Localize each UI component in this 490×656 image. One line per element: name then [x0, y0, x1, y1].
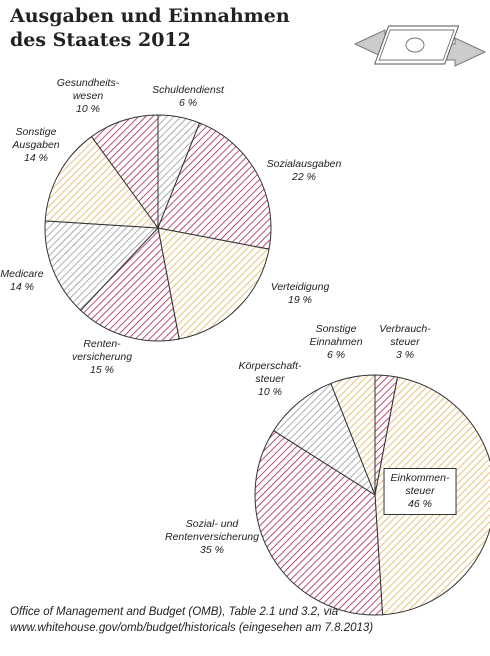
slice-label: Einkommen- steuer 46 %: [383, 468, 457, 515]
value-label: 14 %: [10, 281, 34, 293]
category-label: Sozialausgaben: [266, 158, 342, 170]
slice-label: Körperschaft- steuer 10 %: [238, 360, 301, 399]
pie: [254, 374, 490, 616]
value-label: 15 %: [90, 364, 114, 376]
pie-slice: [157, 122, 272, 250]
pie-slice: [272, 382, 377, 497]
value-label: 10 %: [76, 103, 100, 115]
money-icon: [353, 25, 487, 67]
slice-label: Medicare 14 %: [0, 268, 43, 294]
slice-label: Sozial- und Rentenversicherung 35 %: [165, 518, 259, 557]
pie-slice: [254, 430, 384, 616]
category-label: Körperschaft- steuer: [238, 360, 302, 385]
slice-label: Sozialausgaben 22 %: [267, 158, 342, 184]
slice-label: Verteidigung 19 %: [271, 281, 330, 307]
pie-slice: [90, 114, 159, 230]
value-label: 14 %: [24, 152, 48, 164]
slice-label: Gesundheits- wesen 10 %: [57, 77, 119, 116]
slice-label: Renten- versicherung 15 %: [72, 338, 132, 377]
pie-slice: [44, 220, 160, 312]
value-label: 6 %: [178, 97, 198, 109]
category-label: Verteidigung: [270, 281, 330, 293]
category-label: Sonstige Einnahmen: [309, 323, 363, 348]
category-label: Einkommen- steuer: [390, 472, 450, 497]
value-label: 22 %: [292, 171, 316, 183]
slice-label: Sonstige Einnahmen 6 %: [309, 323, 362, 362]
category-label: Gesundheits- wesen: [56, 77, 120, 102]
category-label: Schuldendienst: [152, 84, 224, 96]
pie: [44, 114, 272, 342]
slice-label: Verbrauch- steuer 3 %: [379, 323, 431, 362]
source-note: Office of Management and Budget (OMB), T…: [10, 606, 374, 634]
value-label: 3 %: [395, 349, 415, 361]
value-label: 10 %: [258, 386, 282, 398]
value-label: 35 %: [200, 544, 224, 556]
slice-label: Sonstige Ausgaben 14 %: [12, 126, 59, 165]
value-label: 6 %: [326, 349, 346, 361]
value-label: 19 %: [288, 294, 312, 306]
category-label: Medicare: [0, 268, 44, 280]
category-label: Verbrauch- steuer: [379, 323, 431, 348]
pie-slice: [44, 135, 160, 229]
pie-slice: [330, 374, 376, 496]
pie-slice: [157, 227, 270, 340]
category-label: Sonstige Ausgaben: [12, 126, 60, 151]
value-label: 46 %: [408, 498, 432, 510]
category-label: Sozial- und Rentenversicherung: [165, 518, 259, 543]
pie-slice: [79, 226, 180, 342]
slice-label: Schuldendienst 6 %: [152, 84, 224, 110]
title: Ausgaben und Einnahmen des Staates 2012: [10, 5, 290, 51]
category-label: Renten- versicherung: [71, 338, 133, 363]
